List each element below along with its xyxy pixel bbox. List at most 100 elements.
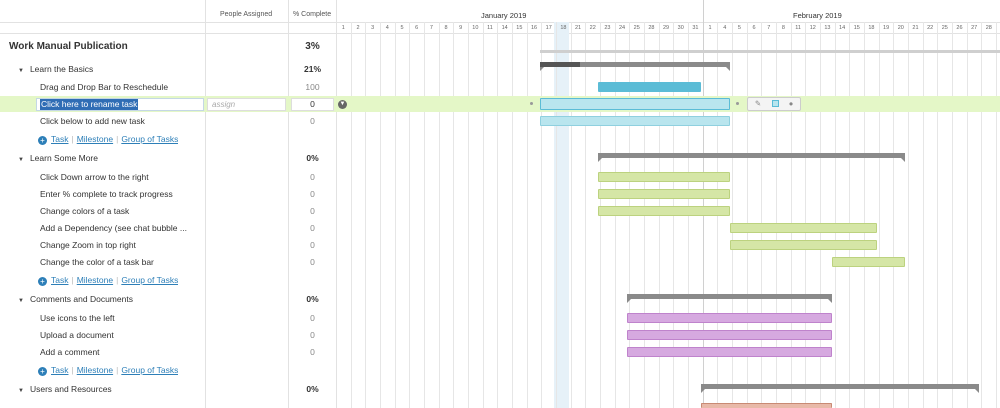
project-name: Work Manual Publication bbox=[9, 41, 128, 52]
group-row[interactable]: ▼ Learn the Basics 21% bbox=[0, 61, 340, 78]
day-label: 20 bbox=[897, 25, 904, 31]
task-row[interactable]: Click Down arrow to the right 0 bbox=[0, 169, 340, 186]
day-grid-line bbox=[805, 22, 807, 408]
group-row[interactable]: ▼ Users and Resources 0% bbox=[0, 381, 340, 398]
add-task-link[interactable]: Task bbox=[51, 275, 69, 285]
task-row[interactable]: Change the color of a task bar 0 bbox=[0, 254, 340, 271]
col-divider bbox=[336, 0, 337, 408]
add-group-link[interactable]: Group of Tasks bbox=[121, 365, 179, 375]
task-bar[interactable] bbox=[598, 206, 730, 216]
day-grid-line bbox=[849, 22, 851, 408]
group-summary-bar[interactable] bbox=[598, 153, 905, 162]
pencil-icon[interactable]: ✎ bbox=[754, 99, 762, 108]
task-row[interactable]: Upload a document 0 bbox=[0, 327, 340, 344]
project-pct: 3% bbox=[305, 41, 320, 52]
task-bar-selected[interactable] bbox=[540, 98, 730, 110]
task-row[interactable]: Add a comment 0 bbox=[0, 344, 340, 361]
group-summary-bar[interactable] bbox=[701, 384, 979, 393]
down-arrow-icon[interactable]: ▼ bbox=[338, 100, 347, 109]
add-row: + Task | Milestone | Group of Tasks bbox=[0, 131, 340, 148]
add-row: + Task | Milestone | Group of Tasks bbox=[0, 272, 340, 289]
day-label: 9 bbox=[459, 25, 463, 31]
day-label: 15 bbox=[853, 25, 860, 31]
group-row[interactable]: ▼ Comments and Documents 0% bbox=[0, 291, 340, 308]
task-bar[interactable] bbox=[627, 347, 832, 357]
user-icon[interactable]: ● bbox=[788, 99, 794, 108]
day-grid-line bbox=[937, 22, 939, 408]
task-bar[interactable] bbox=[730, 223, 877, 233]
group-summary-bar[interactable] bbox=[627, 294, 832, 303]
add-milestone-link[interactable]: Milestone bbox=[76, 275, 114, 285]
add-plus-icon[interactable]: + bbox=[38, 277, 47, 286]
day-label: 17 bbox=[545, 25, 552, 31]
day-label: 1 bbox=[996, 23, 1000, 33]
day-label: 21 bbox=[912, 25, 919, 31]
day-grid-line bbox=[820, 22, 822, 408]
task-bar[interactable] bbox=[598, 189, 730, 199]
month-label-january: January 2019 bbox=[481, 11, 527, 20]
task-row[interactable]: Change Zoom in top right 0 bbox=[0, 237, 340, 254]
day-label: 21 bbox=[574, 25, 582, 31]
day-label: 11 bbox=[487, 25, 493, 31]
task-row[interactable]: Drag and Drop Bar to Reschedule 100 bbox=[0, 79, 340, 96]
collapse-triangle-icon[interactable]: ▼ bbox=[18, 298, 24, 304]
day-label: 30 bbox=[677, 25, 684, 31]
day-label: 25 bbox=[941, 25, 948, 31]
percent-complete-header[interactable]: % Complete bbox=[293, 11, 332, 18]
task-bar[interactable] bbox=[701, 403, 832, 408]
task-row[interactable]: Use icons to the left 0 bbox=[0, 310, 340, 327]
dependency-dot[interactable] bbox=[530, 102, 533, 105]
task-row[interactable]: Change colors of a task 0 bbox=[0, 203, 340, 220]
collapse-triangle-icon[interactable]: ▼ bbox=[18, 157, 24, 163]
task-bar[interactable] bbox=[598, 82, 701, 92]
add-group-link[interactable]: Group of Tasks bbox=[121, 134, 179, 144]
task-name: Change the color of a task bar bbox=[40, 257, 154, 267]
day-label: 23 bbox=[604, 25, 611, 31]
day-label: 1 bbox=[341, 25, 345, 31]
task-name: Drag and Drop Bar to Reschedule bbox=[40, 82, 169, 92]
group-row[interactable]: ▼ Learn Some More 0% bbox=[0, 150, 340, 167]
add-task-link[interactable]: Task bbox=[51, 134, 69, 144]
task-row[interactable]: Click below to add new task 0 bbox=[0, 113, 340, 130]
day-label: 3 bbox=[371, 25, 375, 31]
add-milestone-link[interactable]: Milestone bbox=[76, 134, 114, 144]
collapse-triangle-icon[interactable]: ▼ bbox=[18, 68, 24, 74]
day-label: 13 bbox=[824, 25, 831, 31]
day-label: 29 bbox=[663, 25, 670, 31]
task-bar[interactable] bbox=[832, 257, 905, 267]
day-label: 22 bbox=[927, 25, 934, 31]
day-label: 19 bbox=[883, 25, 890, 31]
assign-input[interactable]: assign bbox=[207, 98, 286, 111]
day-grid-line bbox=[570, 22, 572, 408]
collapse-triangle-icon[interactable]: ▼ bbox=[18, 388, 24, 394]
task-bar[interactable] bbox=[540, 116, 730, 126]
add-task-link[interactable]: Task bbox=[51, 365, 69, 375]
project-summary-bar[interactable] bbox=[540, 50, 1000, 53]
group-name: Learn Some More bbox=[29, 153, 98, 163]
task-name-input[interactable]: Click here to rename task bbox=[36, 98, 204, 111]
pct-complete-input[interactable]: 0 bbox=[291, 98, 334, 111]
task-bar[interactable] bbox=[598, 172, 730, 182]
add-plus-icon[interactable]: + bbox=[38, 136, 47, 145]
task-pct: 100 bbox=[305, 82, 320, 92]
task-row[interactable]: Add a Dependency (see chat bubble ... 0 bbox=[0, 220, 340, 237]
group-summary-bar[interactable] bbox=[540, 62, 730, 71]
add-group-link[interactable]: Group of Tasks bbox=[121, 275, 179, 285]
day-grid-line bbox=[776, 22, 778, 408]
color-swatch-icon[interactable] bbox=[768, 98, 782, 110]
task-bar[interactable] bbox=[627, 330, 832, 340]
task-bar[interactable] bbox=[730, 240, 877, 250]
task-bar[interactable] bbox=[627, 313, 832, 323]
day-grid-line bbox=[834, 22, 836, 408]
task-row[interactable]: Enter % complete to track progress 0 bbox=[0, 186, 340, 203]
day-grid-line bbox=[746, 22, 748, 408]
day-label: 24 bbox=[618, 25, 626, 31]
add-plus-icon[interactable]: + bbox=[38, 367, 47, 376]
people-assigned-header[interactable]: People Assigned bbox=[220, 11, 273, 18]
project-row[interactable]: Work Manual Publication 3% bbox=[0, 38, 340, 55]
day-label: 26 bbox=[956, 25, 963, 31]
add-milestone-link[interactable]: Milestone bbox=[76, 365, 114, 375]
day-label: 7 bbox=[767, 25, 771, 31]
dependency-dot[interactable] bbox=[736, 102, 739, 105]
task-pct: 0 bbox=[310, 313, 315, 323]
